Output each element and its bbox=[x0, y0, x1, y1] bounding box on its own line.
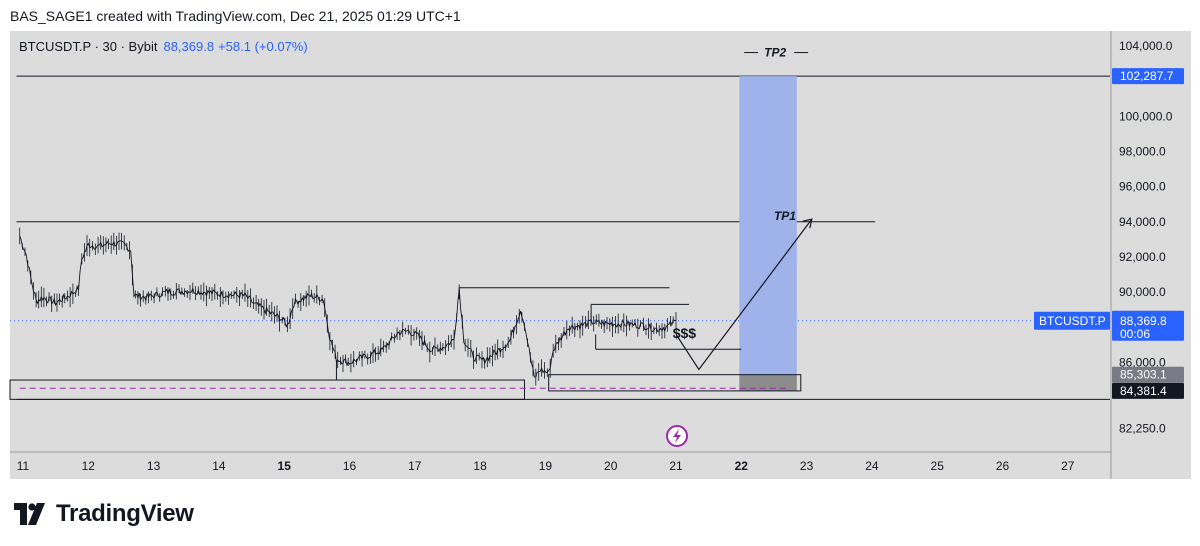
x-tick-label: 22 bbox=[735, 459, 749, 473]
entry-price-badge-text: 85,303.1 bbox=[1120, 368, 1167, 382]
y-tick-label: 104,000.0 bbox=[1119, 39, 1173, 53]
tradingview-wordmark[interactable]: TradingView bbox=[14, 500, 194, 528]
legend-price: 88,369.8 bbox=[163, 39, 215, 54]
projection-path[interactable] bbox=[675, 218, 813, 371]
tradingview-logo-icon bbox=[14, 503, 45, 525]
x-tick-label: 24 bbox=[865, 459, 879, 473]
demand-zone-box[interactable] bbox=[9, 379, 526, 400]
x-tick-label: 16 bbox=[343, 459, 357, 473]
symbol-price-badge-text: BTCUSDT.P bbox=[1039, 314, 1106, 328]
x-tick-label: 12 bbox=[82, 459, 96, 473]
legend-change: +58.1 (+0.07%) bbox=[218, 39, 308, 54]
countdown-text: 00:06 bbox=[1120, 327, 1150, 341]
x-tick-label: 11 bbox=[17, 459, 30, 473]
x-tick-label: 20 bbox=[604, 459, 618, 473]
symbol-legend[interactable]: BTCUSDT.P · 30 · Bybit 88,369.8 +58.1 (+0.… bbox=[19, 39, 308, 54]
tp1-label: TP1 bbox=[774, 209, 796, 223]
y-tick-label: 98,000.0 bbox=[1119, 144, 1166, 158]
price-series[interactable] bbox=[19, 235, 677, 378]
x-tick-label: 14 bbox=[212, 459, 226, 473]
chart-credit: BAS_SAGE1 created with TradingView.com, … bbox=[10, 8, 461, 24]
x-tick-label: 17 bbox=[408, 459, 422, 473]
tp2-price-badge-text: 102,287.7 bbox=[1120, 69, 1174, 83]
brand-name: TradingView bbox=[56, 500, 194, 527]
y-tick-label: 96,000.0 bbox=[1119, 180, 1166, 194]
flash-icon-bolt bbox=[673, 429, 681, 443]
x-tick-label: 27 bbox=[1061, 459, 1075, 473]
x-tick-label: 15 bbox=[278, 459, 292, 473]
y-tick-label: 94,000.0 bbox=[1119, 215, 1166, 229]
y-tick-label: 82,250.0 bbox=[1119, 421, 1166, 435]
projection-arrowhead bbox=[802, 218, 813, 229]
x-tick-label: 23 bbox=[800, 459, 814, 473]
y-tick-label: 86,000.0 bbox=[1119, 355, 1166, 369]
liquidity-label: $$$ bbox=[673, 325, 697, 341]
entry-price-badge[interactable] bbox=[1112, 366, 1184, 383]
last-price-badge-text: 88,369.8 bbox=[1120, 314, 1167, 328]
y-tick-label: 90,000.0 bbox=[1119, 285, 1166, 299]
symbol-info: BTCUSDT.P · 30 · Bybit bbox=[19, 39, 158, 54]
tp2-label: TP2 bbox=[764, 46, 786, 60]
x-tick-label: 18 bbox=[473, 459, 487, 473]
x-tick-label: 19 bbox=[539, 459, 553, 473]
entry-box[interactable] bbox=[548, 374, 802, 392]
chart-area[interactable] bbox=[10, 31, 1191, 479]
y-tick-label: 92,000.0 bbox=[1119, 250, 1166, 264]
target-zone[interactable] bbox=[739, 76, 797, 375]
stop-zone[interactable] bbox=[739, 374, 797, 391]
tp2-price-badge[interactable] bbox=[1112, 68, 1184, 85]
stop-price-badge[interactable] bbox=[1112, 382, 1184, 399]
stop-price-badge-text: 84,381.4 bbox=[1120, 384, 1167, 398]
x-tick-label: 25 bbox=[931, 459, 945, 473]
symbol-price-badge[interactable] bbox=[1034, 311, 1110, 330]
y-tick-label: 100,000.0 bbox=[1119, 109, 1173, 123]
x-tick-label: 13 bbox=[147, 459, 161, 473]
last-price-badge[interactable] bbox=[1112, 310, 1184, 341]
x-tick-label: 21 bbox=[669, 459, 683, 473]
x-tick-label: 26 bbox=[996, 459, 1010, 473]
